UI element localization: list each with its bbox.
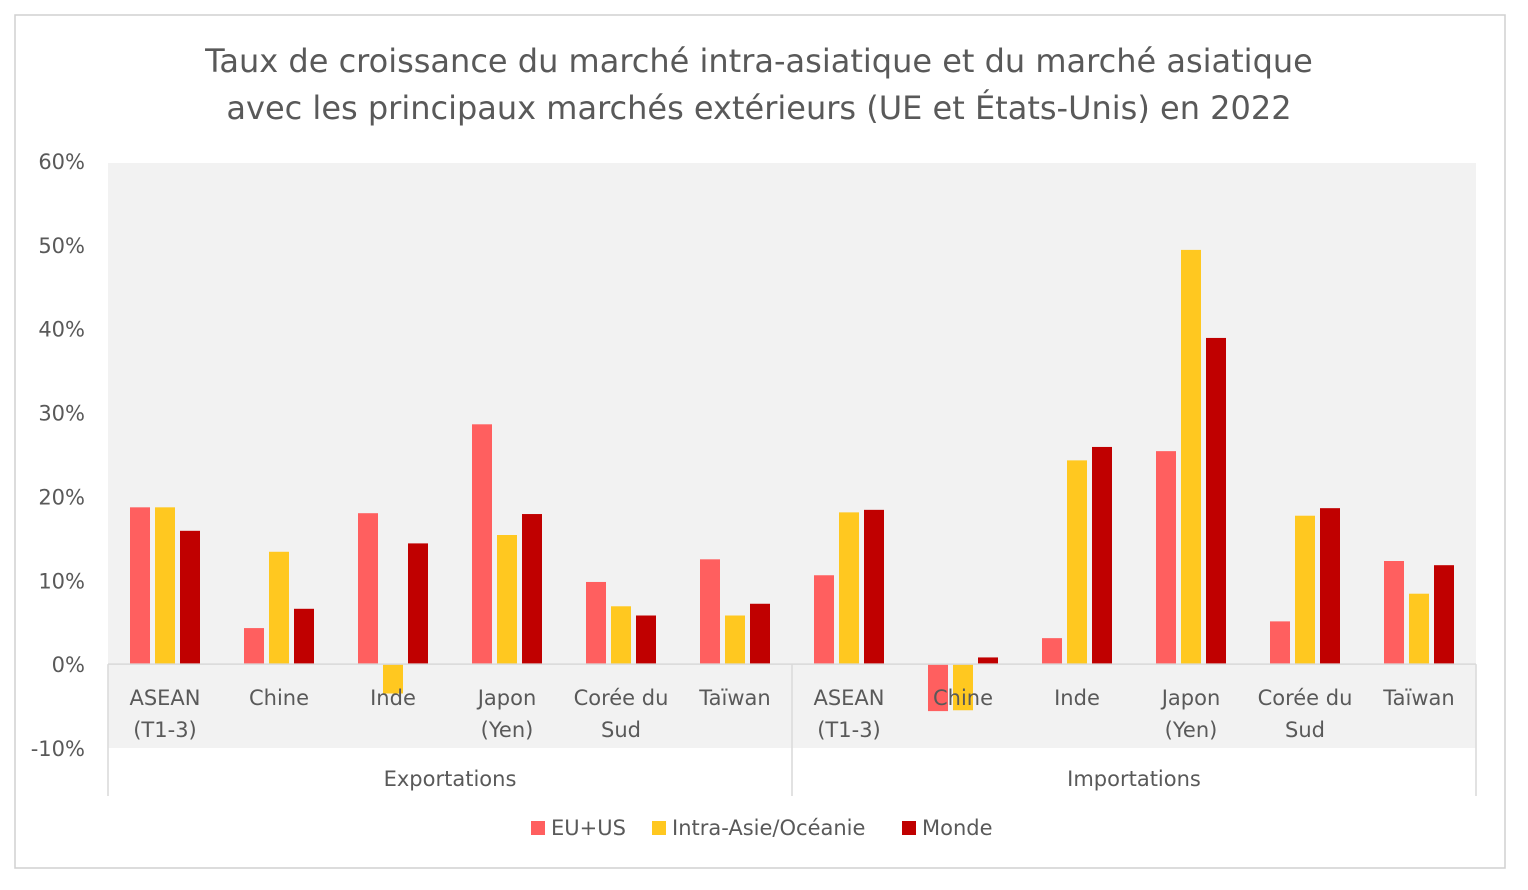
bar-Intra-Asie/Océanie (269, 551, 289, 665)
bar-Monde (294, 608, 314, 665)
x-tick-label: Corée du (1258, 686, 1353, 710)
bar-Monde (180, 530, 200, 665)
bar-EU+US (472, 424, 492, 665)
x-tick-label: Chine (249, 686, 309, 710)
x-tick-label: Taïwan (698, 686, 770, 710)
bar-Intra-Asie/Océanie (1409, 593, 1429, 665)
bar-Intra-Asie/Océanie (383, 664, 403, 694)
bar-Monde (522, 514, 542, 665)
bar-EU+US (358, 513, 378, 665)
chart-title: avec les principaux marchés extérieurs (… (226, 89, 1291, 127)
y-tick-label: 50% (38, 234, 85, 258)
x-tick-label: ASEAN (813, 686, 884, 710)
x-tick-label: Japon (476, 686, 537, 710)
x-tick-label: Taïwan (1382, 686, 1454, 710)
x-tick-label: Japon (1160, 686, 1221, 710)
bar-Intra-Asie/Océanie (953, 664, 973, 711)
legend-swatch (652, 821, 666, 835)
bar-Intra-Asie/Océanie (839, 512, 859, 665)
y-tick-label: 60% (38, 150, 85, 174)
legend-label: Intra-Asie/Océanie (672, 816, 865, 840)
bar-Monde (1206, 337, 1226, 665)
x-tick-label: (Yen) (1165, 718, 1218, 742)
bar-EU+US (244, 628, 264, 665)
bar-EU+US (814, 575, 834, 665)
bar-EU+US (1042, 638, 1062, 665)
legend-swatch (902, 821, 916, 835)
x-tick-label: Inde (1054, 686, 1100, 710)
bar-EU+US (1270, 621, 1290, 665)
x-tick-label: Sud (1285, 718, 1325, 742)
bar-Monde (978, 657, 998, 665)
legend-label: EU+US (551, 816, 626, 840)
bar-EU+US (586, 581, 606, 665)
bar-Monde (636, 615, 656, 665)
y-tick-label: 0% (52, 653, 85, 677)
x-tick-label: Sud (601, 718, 641, 742)
x-tick-label: (T1-3) (817, 718, 881, 742)
bar-Intra-Asie/Océanie (1181, 249, 1201, 665)
chart-title: Taux de croissance du marché intra-asiat… (204, 42, 1313, 80)
x-tick-label: (Yen) (481, 718, 534, 742)
bar-Intra-Asie/Océanie (1295, 515, 1315, 665)
y-tick-label: -10% (31, 737, 85, 761)
x-tick-label: Inde (370, 686, 416, 710)
group-label: Exportations (384, 767, 517, 791)
legend-swatch (531, 821, 545, 835)
y-tick-label: 10% (38, 569, 85, 593)
x-tick-label: (T1-3) (133, 718, 197, 742)
x-tick-label: Corée du (574, 686, 669, 710)
bar-Intra-Asie/Océanie (497, 535, 517, 665)
x-tick-label: Chine (933, 686, 993, 710)
bar-Intra-Asie/Océanie (725, 615, 745, 665)
bar-EU+US (928, 664, 948, 712)
bar-EU+US (130, 507, 150, 665)
group-label: Importations (1067, 767, 1201, 791)
bar-Intra-Asie/Océanie (155, 507, 175, 665)
bar-EU+US (700, 559, 720, 665)
bar-Monde (864, 509, 884, 665)
bar-EU+US (1384, 560, 1404, 665)
y-tick-label: 40% (38, 318, 85, 342)
x-tick-label: ASEAN (129, 686, 200, 710)
bar-Monde (408, 543, 428, 665)
bar-Monde (750, 603, 770, 665)
plot-area (108, 163, 1476, 748)
legend-label: Monde (922, 816, 993, 840)
bar-Monde (1434, 565, 1454, 665)
bar-Monde (1320, 508, 1340, 665)
bar-Intra-Asie/Océanie (611, 606, 631, 665)
bar-Monde (1092, 446, 1112, 665)
y-tick-label: 30% (38, 402, 85, 426)
bar-Intra-Asie/Océanie (1067, 460, 1087, 665)
y-tick-label: 20% (38, 485, 85, 509)
bar-EU+US (1156, 451, 1176, 665)
